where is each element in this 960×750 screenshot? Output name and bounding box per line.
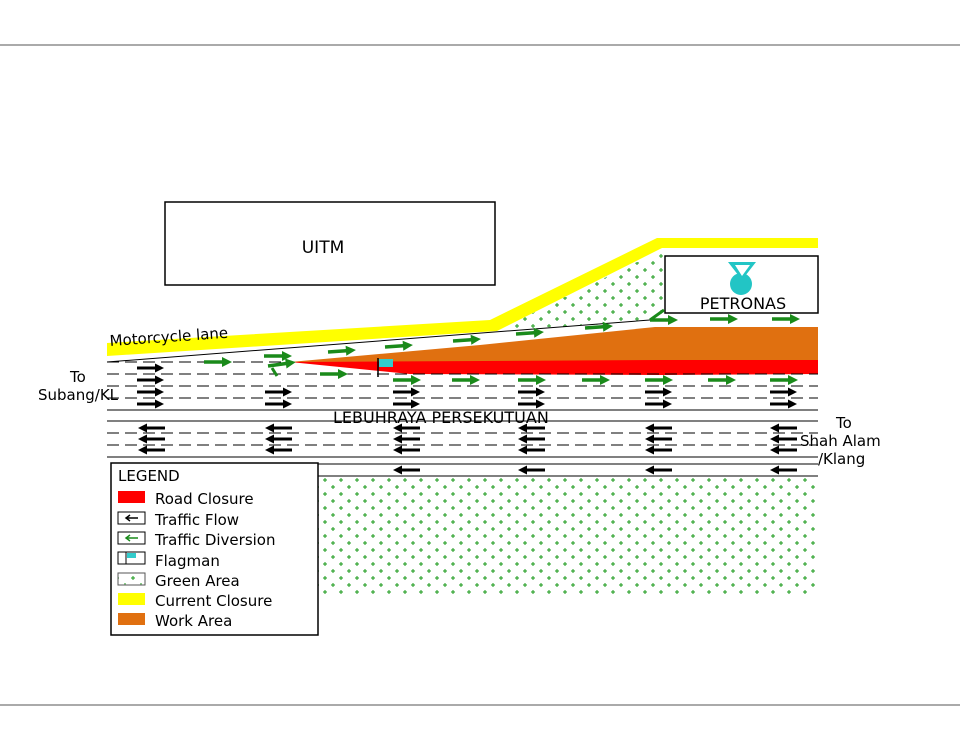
road-edge [106, 319, 651, 363]
legend-traffic-flow: Traffic Flow [154, 511, 239, 529]
legend: LEGEND Road Closure Traffic Flow Traffic… [110, 462, 319, 636]
shah-alam-label: Shah Alam [800, 432, 881, 450]
legend-work-area: Work Area [155, 612, 232, 630]
legend-traffic-diversion: Traffic Diversion [154, 531, 276, 549]
highway-label: LEBUHRAYA PERSEKUTUAN [333, 408, 549, 427]
uitm-building [164, 201, 496, 286]
current-closure [107, 238, 818, 356]
uitm-label: UITM [302, 238, 345, 258]
orange-swatch [118, 613, 145, 625]
green-area-lower [318, 477, 818, 595]
flagman-icon [377, 358, 393, 377]
klang-label: /Klang [818, 450, 865, 468]
green-area-upper [497, 250, 665, 330]
legend-flagman: Flagman [155, 552, 220, 570]
legend-title: LEGEND [118, 467, 180, 485]
to-left-label: To [69, 368, 86, 386]
lane-markings [107, 361, 818, 477]
subang-kl-label: Subang/KL [38, 386, 119, 404]
work-area [290, 327, 818, 362]
petronas-label: PETRONAS [700, 294, 786, 313]
green-dots-swatch [117, 572, 146, 586]
petronas-logo-icon [728, 262, 756, 295]
road-closure [290, 360, 818, 375]
yellow-swatch [118, 593, 145, 605]
red-swatch [118, 491, 145, 503]
legend-road-closure: Road Closure [155, 490, 254, 508]
to-right-label: To [835, 414, 852, 432]
legend-current-closure: Current Closure [155, 592, 272, 610]
traffic-diversion-arrows [202, 308, 802, 387]
legend-green-area: Green Area [155, 572, 240, 590]
